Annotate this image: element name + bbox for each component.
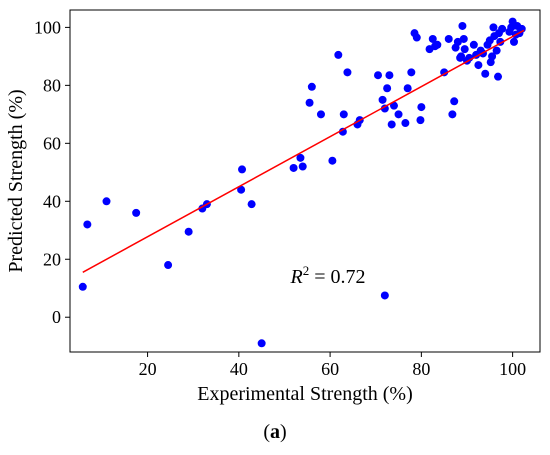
data-point	[459, 34, 468, 43]
data-point	[428, 34, 437, 43]
data-point	[78, 282, 87, 291]
y-tick-label: 0	[52, 307, 61, 327]
plot-frame	[69, 9, 541, 353]
data-point	[338, 127, 347, 136]
data-point	[474, 61, 483, 70]
r-squared-exponent: 2	[303, 263, 310, 278]
caption-letter: a	[270, 421, 280, 443]
x-tick-label: 60	[321, 359, 339, 379]
data-point	[458, 21, 467, 30]
data-point	[489, 23, 498, 32]
x-axis-title: Experimental Strength (%)	[197, 383, 413, 405]
data-point	[316, 110, 325, 119]
data-point	[339, 110, 348, 119]
y-axis-title: Predicted Strength (%)	[5, 89, 27, 272]
y-tick-label: 60	[43, 133, 61, 153]
data-point	[450, 97, 459, 106]
y-tick-label: 40	[43, 191, 61, 211]
data-point	[380, 104, 389, 113]
data-point	[307, 82, 316, 91]
data-point	[257, 339, 266, 348]
data-point	[378, 95, 387, 104]
data-point	[481, 69, 490, 78]
caption-open-paren: (	[263, 421, 270, 443]
data-point	[509, 37, 518, 46]
x-tick-label: 40	[230, 359, 248, 379]
data-point	[387, 120, 396, 129]
data-point	[328, 156, 337, 165]
data-point	[374, 71, 383, 80]
plot-area	[78, 17, 526, 348]
data-point	[385, 71, 394, 80]
data-point	[448, 110, 457, 119]
data-point	[492, 46, 501, 55]
figure-caption: (a)	[263, 421, 286, 443]
y-tick-label: 100	[34, 17, 61, 37]
data-point	[403, 84, 412, 93]
regression-line	[82, 29, 525, 273]
data-point	[296, 153, 305, 162]
data-point	[498, 24, 507, 33]
data-point	[102, 197, 111, 206]
data-point	[83, 220, 92, 229]
data-point	[389, 101, 398, 110]
data-point	[164, 261, 173, 270]
data-point	[343, 68, 352, 77]
data-point	[289, 163, 298, 172]
data-point	[237, 185, 246, 194]
data-point	[298, 162, 307, 171]
data-point	[401, 119, 410, 128]
data-point	[407, 68, 416, 77]
caption-close-paren: )	[280, 421, 287, 443]
x-tick-label: 80	[412, 359, 430, 379]
data-point	[334, 50, 343, 59]
x-tick-label: 100	[499, 359, 526, 379]
data-point	[305, 98, 314, 107]
data-point	[416, 116, 425, 125]
data-point	[412, 33, 421, 42]
data-point	[394, 110, 403, 119]
y-tick-label: 20	[43, 249, 61, 269]
r-squared-value: = 0.72	[309, 266, 365, 288]
r-squared-annotation: R2 = 0.72	[290, 263, 366, 288]
data-point	[453, 37, 462, 46]
data-point	[184, 227, 193, 236]
data-point	[494, 72, 503, 81]
data-point	[460, 45, 469, 54]
data-point	[247, 200, 256, 209]
data-point	[444, 34, 453, 43]
data-point	[132, 208, 141, 217]
data-point	[238, 165, 247, 174]
data-point	[440, 68, 449, 77]
data-point	[433, 40, 442, 49]
data-point	[383, 84, 392, 93]
y-tick-label: 80	[43, 75, 61, 95]
r-squared-symbol: R	[290, 266, 303, 288]
x-tick-label: 20	[139, 359, 157, 379]
data-point	[457, 52, 466, 61]
axis-ticks: 20 40 60 80 100 0 20 40 60 80 100	[34, 17, 526, 379]
data-point	[417, 103, 426, 112]
data-point	[469, 40, 478, 49]
data-point	[488, 52, 497, 61]
data-point	[380, 291, 389, 300]
